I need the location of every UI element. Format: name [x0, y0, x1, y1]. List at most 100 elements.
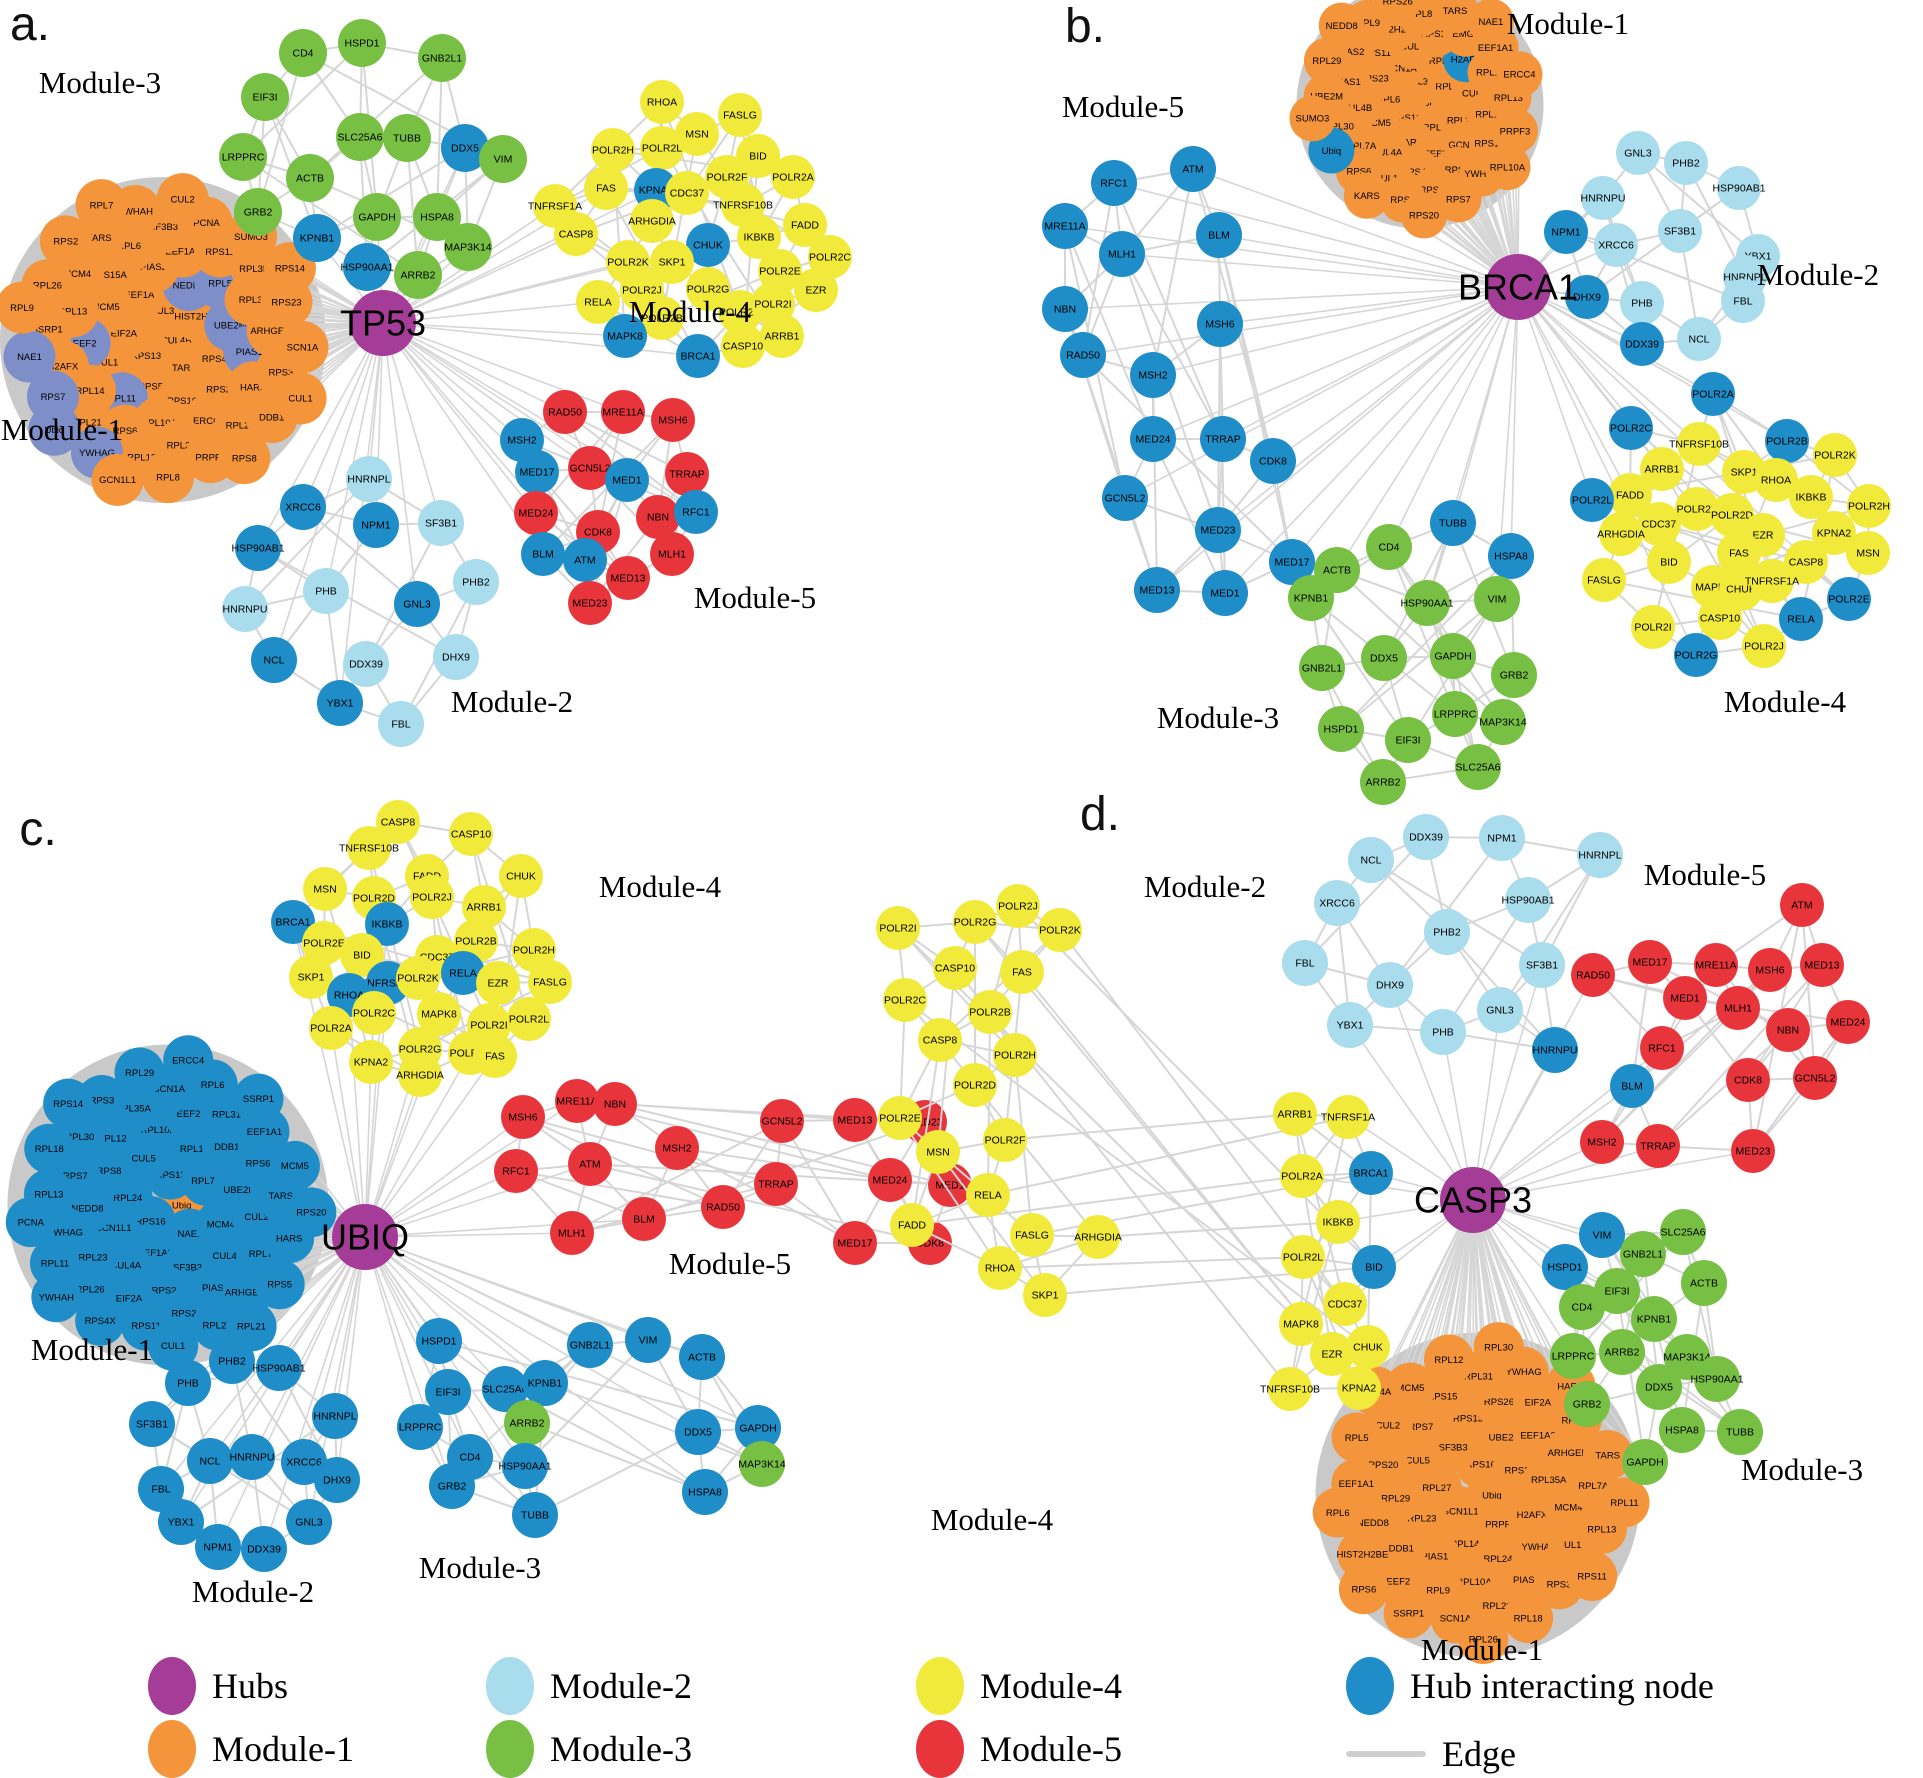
gene-node-circle[interactable]	[996, 884, 1040, 928]
gene-node-circle[interactable]	[1338, 1564, 1389, 1615]
gene-node-circle[interactable]	[226, 1301, 277, 1352]
gene-node-circle[interactable]	[514, 491, 558, 535]
gene-node-circle[interactable]	[1750, 559, 1794, 603]
gene-node-circle[interactable]	[1565, 275, 1609, 319]
gene-node-circle[interactable]	[1581, 176, 1625, 220]
gene-node-circle[interactable]	[286, 1499, 332, 1545]
gene-node-circle[interactable]	[353, 502, 399, 548]
gene-node-circle[interactable]	[1038, 908, 1082, 952]
gene-node-circle[interactable]	[630, 199, 674, 243]
gene-node-circle[interactable]	[1099, 231, 1145, 277]
gene-node-circle[interactable]	[1360, 759, 1406, 805]
gene-node-circle[interactable]	[1250, 438, 1296, 484]
gene-node-circle[interactable]	[1766, 1008, 1810, 1052]
gene-node-circle[interactable]	[1288, 575, 1334, 621]
gene-node-circle[interactable]	[701, 1185, 745, 1229]
gene-node-circle[interactable]	[651, 398, 695, 442]
gene-node-circle[interactable]	[1620, 1231, 1666, 1277]
gene-node-circle[interactable]	[1042, 203, 1088, 249]
gene-node-circle[interactable]	[75, 1295, 126, 1346]
gene-node-circle[interactable]	[1374, 0, 1421, 25]
gene-node-circle[interactable]	[1458, 1613, 1509, 1664]
gene-node-circle[interactable]	[603, 314, 647, 358]
gene-node-circle[interactable]	[289, 955, 333, 999]
gene-node-circle[interactable]	[953, 1063, 997, 1107]
gene-node-circle[interactable]	[591, 128, 635, 172]
gene-node-circle[interactable]	[302, 921, 346, 965]
gene-node-circle[interactable]	[1640, 1026, 1684, 1070]
gene-node-circle[interactable]	[1403, 814, 1449, 860]
gene-node-circle[interactable]	[1564, 1381, 1610, 1427]
gene-node-circle[interactable]	[550, 1211, 594, 1255]
gene-node-circle[interactable]	[1519, 942, 1565, 988]
gene-node-circle[interactable]	[754, 1162, 798, 1206]
gene-node-circle[interactable]	[1691, 372, 1735, 416]
gene-node-circle[interactable]	[686, 223, 730, 267]
gene-node-circle[interactable]	[1424, 909, 1470, 955]
gene-node-circle[interactable]	[1310, 1332, 1354, 1376]
gene-node-circle[interactable]	[274, 372, 327, 425]
gene-node-circle[interactable]	[1134, 567, 1180, 613]
gene-node-circle[interactable]	[441, 951, 485, 995]
gene-node-circle[interactable]	[555, 1079, 599, 1123]
gene-node-circle[interactable]	[494, 1149, 538, 1193]
gene-node-circle[interactable]	[1579, 1212, 1625, 1258]
gene-node-circle[interactable]	[1637, 502, 1681, 546]
gene-node-circle[interactable]	[640, 126, 684, 170]
gene-node-circle[interactable]	[1477, 987, 1523, 1033]
gene-node-circle[interactable]	[808, 235, 852, 279]
gene-node-circle[interactable]	[5, 1197, 56, 1248]
gene-node-circle[interactable]	[1622, 1439, 1668, 1485]
gene-node-circle[interactable]	[418, 500, 464, 546]
gene-node-circle[interactable]	[1314, 880, 1360, 926]
gene-node-circle[interactable]	[1366, 524, 1412, 570]
gene-node-circle[interactable]	[622, 1197, 666, 1241]
gene-node-circle[interactable]	[338, 19, 386, 67]
gene-node-circle[interactable]	[256, 1345, 302, 1391]
gene-node-circle[interactable]	[507, 997, 551, 1041]
gene-node-circle[interactable]	[1268, 1367, 1312, 1411]
gene-node-circle[interactable]	[1289, 95, 1336, 142]
gene-node-circle[interactable]	[1331, 1412, 1382, 1463]
gene-node-circle[interactable]	[1474, 576, 1520, 622]
gene-node-circle[interactable]	[568, 581, 612, 625]
gene-node-circle[interactable]	[737, 215, 781, 259]
gene-node-circle[interactable]	[1337, 1366, 1381, 1410]
gene-node-circle[interactable]	[3, 330, 56, 383]
gene-node-circle[interactable]	[918, 1018, 962, 1062]
gene-node-circle[interactable]	[1717, 166, 1761, 210]
gene-node-circle[interactable]	[1404, 580, 1450, 626]
gene-node-circle[interactable]	[794, 268, 838, 312]
gene-node-circle[interactable]	[1599, 1477, 1650, 1528]
gene-node-circle[interactable]	[760, 314, 804, 358]
gene-node-circle[interactable]	[1491, 108, 1538, 155]
gene-node-circle[interactable]	[1312, 1487, 1363, 1538]
gene-node-circle[interactable]	[1793, 1056, 1837, 1100]
gene-node-circle[interactable]	[39, 215, 92, 268]
gene-node-circle[interactable]	[968, 990, 1012, 1034]
gene-node-circle[interactable]	[1281, 1235, 1325, 1279]
gene-node-circle[interactable]	[568, 446, 612, 490]
gene-node-circle[interactable]	[515, 450, 559, 494]
gene-node-circle[interactable]	[636, 495, 680, 539]
gene-node-circle[interactable]	[0, 281, 49, 334]
gene-node-circle[interactable]	[1731, 1129, 1775, 1173]
gene-node-circle[interactable]	[1827, 577, 1871, 621]
gene-node-circle[interactable]	[593, 1082, 637, 1126]
gene-node-circle[interactable]	[1367, 962, 1413, 1008]
gene-node-circle[interactable]	[1726, 1058, 1770, 1102]
gene-node-circle[interactable]	[1385, 717, 1431, 763]
gene-node-circle[interactable]	[655, 1126, 699, 1170]
gene-node-circle[interactable]	[473, 1034, 517, 1078]
gene-node-circle[interactable]	[1663, 976, 1707, 1020]
gene-node-circle[interactable]	[1784, 540, 1828, 584]
gene-node-circle[interactable]	[1352, 1245, 1396, 1289]
gene-node-circle[interactable]	[241, 73, 289, 121]
gene-node-circle[interactable]	[397, 1404, 443, 1450]
gene-node-circle[interactable]	[1435, 176, 1482, 223]
gene-node-circle[interactable]	[1282, 940, 1328, 986]
gene-node-circle[interactable]	[165, 1360, 211, 1406]
gene-node-circle[interactable]	[1631, 605, 1675, 649]
gene-node-circle[interactable]	[1348, 837, 1394, 883]
gene-node-circle[interactable]	[276, 321, 329, 374]
